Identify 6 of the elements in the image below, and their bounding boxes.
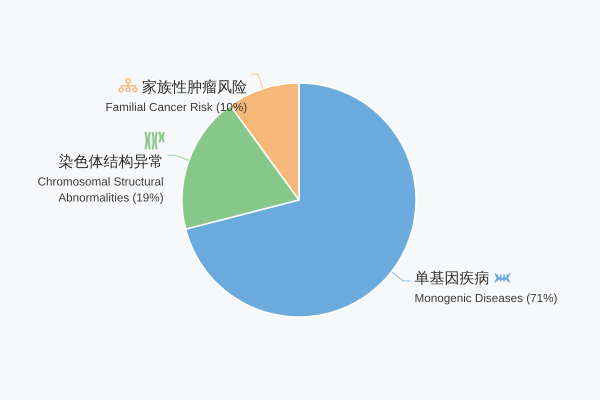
slice-label: Familial Cancer Risk (10%) <box>106 100 248 114</box>
slice-label: Monogenic Diseases (71%) <box>414 292 558 305</box>
slice-label: 染色体结构异常 <box>58 154 164 171</box>
slice-label: Chromosomal Structural Abnormalities (19%) <box>38 176 164 205</box>
slice-label: 单基因疾病 <box>414 270 490 287</box>
slice-label: 家族性肿瘤风险 <box>142 78 248 96</box>
